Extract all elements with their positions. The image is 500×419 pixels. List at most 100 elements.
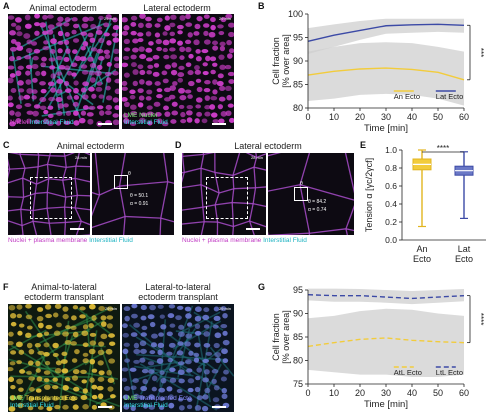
nucleus-blob (169, 343, 176, 348)
membrane-edge (49, 222, 65, 223)
nucleus-blob (89, 71, 95, 76)
membrane-edge (65, 156, 66, 167)
nucleus-blob (63, 314, 69, 319)
nucleus-blob (81, 46, 86, 50)
nucleus-blob (139, 95, 145, 100)
nucleus-blob (159, 371, 164, 375)
nucleus-blob (82, 404, 89, 409)
nucleus-blob (205, 56, 210, 62)
nucleus-blob (105, 72, 112, 76)
nucleus-blob (194, 357, 199, 362)
nucleus-blob (188, 81, 195, 86)
caption-f-left-fluid: Interstitial Fluid (10, 402, 78, 409)
nucleus-blob (73, 38, 79, 43)
nucleus-blob (205, 95, 210, 101)
nucleus-blob (113, 37, 119, 42)
nucleus-blob (9, 30, 16, 35)
nucleus-blob (89, 304, 96, 309)
nucleus-blob (148, 369, 155, 374)
nucleus-blob (54, 331, 61, 336)
nucleus-blob (210, 96, 217, 100)
membrane-edge (233, 167, 254, 175)
nucleus-blob (87, 119, 93, 125)
nucleus-blob (25, 333, 31, 338)
nucleus-blob (228, 72, 234, 76)
nucleus-blob (132, 69, 138, 75)
nucleus-blob (87, 33, 93, 38)
membrane-edge (254, 167, 255, 188)
nucleus-blob (8, 377, 14, 382)
nucleus-blob (52, 377, 58, 381)
nucleus-blob (170, 324, 176, 328)
nucleus-blob (18, 95, 24, 100)
nucleus-blob (155, 32, 160, 37)
nucleus-blob (122, 31, 128, 36)
nucleus-blob (34, 31, 40, 36)
nucleus-blob (32, 78, 38, 83)
nucleus-blob (214, 343, 220, 348)
x-tick-label: 60 (459, 112, 469, 122)
nucleus-blob (204, 324, 210, 328)
membrane-edge (66, 166, 76, 167)
nucleus-blob (218, 31, 224, 35)
nucleus-blob (91, 385, 97, 390)
nucleus-blob (209, 104, 215, 110)
nucleus-blob (154, 23, 160, 28)
nucleus-blob (8, 367, 14, 371)
nucleus-blob (140, 340, 147, 346)
nucleus-blob (88, 323, 94, 328)
nucleus-blob (90, 333, 96, 337)
nucleus-blob (96, 49, 103, 54)
nucleus-blob (177, 350, 184, 355)
nucleus-blob (57, 48, 62, 53)
nucleus-blob (98, 377, 105, 382)
nucleus-blob (41, 89, 47, 94)
nucleus-blob (132, 378, 138, 383)
nucleus-blob (97, 82, 103, 86)
nucleus-blob (106, 315, 113, 320)
nucleus-blob (163, 48, 168, 52)
nucleus-blob (131, 385, 137, 390)
panel-f-title-right-line1: Lateral-to-lateral (122, 282, 234, 292)
nucleus-blob (210, 56, 216, 61)
nucleus-blob (44, 370, 51, 375)
nucleus-blob (39, 22, 46, 28)
x-tick-label: 30 (381, 112, 391, 122)
nucleus-blob (83, 353, 89, 357)
membrane-edge (8, 221, 22, 226)
nucleus-blob (96, 30, 103, 35)
nucleus-blob (71, 315, 77, 320)
membrane-edge (22, 221, 33, 225)
nucleus-blob (178, 66, 184, 70)
nucleus-blob (50, 38, 57, 44)
membrane-edge (20, 154, 39, 155)
nucleus-blob (83, 343, 89, 348)
nucleus-blob (139, 358, 145, 363)
nucleus-blob (9, 110, 14, 115)
nucleus-blob (25, 304, 32, 309)
nucleus-blob (179, 105, 184, 109)
panel-d-title: Lateral ectoderm (182, 141, 354, 151)
nucleus-blob (131, 314, 138, 319)
nucleus-blob (223, 370, 229, 375)
nucleus-blob (73, 102, 79, 107)
nucleus-blob (70, 341, 76, 346)
nucleus-blob (107, 323, 113, 328)
theta-value-d: θ = 84.2 (308, 199, 326, 205)
nucleus-blob (130, 368, 137, 372)
nucleus-blob (90, 340, 97, 345)
nucleus-blob (45, 304, 51, 310)
nucleus-blob (124, 102, 130, 107)
nucleus-blob (161, 378, 167, 384)
micrograph-f-lateral-to-lateral: 29 min LME Transplanted Ecto Interstitia… (122, 304, 234, 412)
nucleus-blob (124, 343, 130, 347)
nucleus-blob (185, 313, 191, 319)
angle-mark-c: θ (128, 171, 131, 177)
nucleus-blob (196, 79, 201, 83)
caption-f-right: LME Transplanted Ecto Interstitial Fluid (124, 395, 192, 409)
nucleus-blob (204, 80, 211, 84)
x-tick-label: 10 (329, 388, 339, 398)
panel-f-title-left: Animal-to-lateral ectoderm transplant (8, 282, 120, 302)
significance-stars: **** (476, 313, 485, 325)
nucleus-blob (185, 89, 192, 93)
